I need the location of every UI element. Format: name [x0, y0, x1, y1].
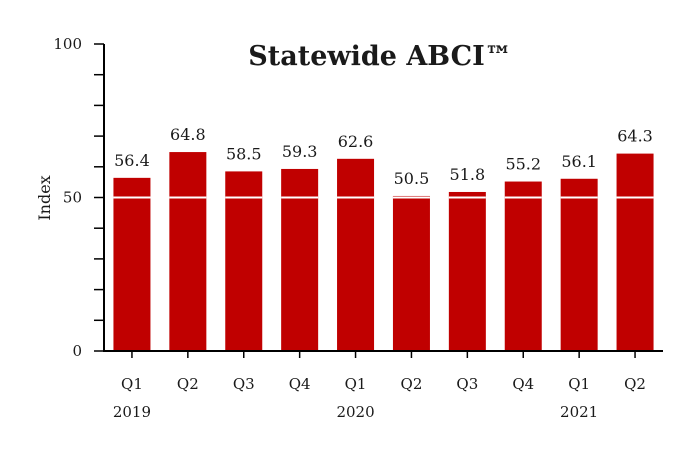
y-tick-label: 100	[53, 35, 82, 53]
bar	[504, 181, 542, 351]
bar	[113, 177, 151, 351]
data-label: 64.8	[170, 125, 206, 144]
x-tick-label: Q1	[121, 375, 143, 393]
bar	[225, 171, 263, 351]
x-tick-label: Q2	[177, 375, 199, 393]
y-tick-label: 0	[72, 342, 82, 360]
y-axis-label: Index	[35, 175, 54, 220]
bar	[281, 168, 319, 351]
x-tick-label: Q3	[233, 375, 255, 393]
data-label: 51.8	[450, 165, 486, 184]
bar	[616, 153, 654, 351]
data-label: 55.2	[505, 155, 541, 174]
x-tick-label: Q1	[568, 375, 590, 393]
data-label: 56.4	[114, 151, 150, 170]
data-label: 62.6	[338, 132, 374, 151]
year-label: 2019	[113, 403, 151, 421]
x-tick-label: Q2	[624, 375, 646, 393]
plot-area: 56.4 64.8 58.5 59.3 62.6 50.5 51.8 55.2 56.1 64.3…	[53, 35, 663, 421]
bar	[169, 152, 207, 351]
x-tick-label: Q4	[289, 375, 311, 393]
data-label: 56.1	[561, 152, 597, 171]
bar	[337, 158, 375, 351]
data-label: 59.3	[282, 142, 318, 161]
chart-title: Statewide ABCI™	[248, 41, 511, 72]
x-tick-label: Q2	[401, 375, 423, 393]
data-label: 64.3	[617, 127, 653, 146]
x-tick-label: Q1	[345, 375, 367, 393]
year-label: 2021	[560, 403, 598, 421]
bar	[560, 178, 598, 351]
year-label: 2020	[336, 403, 374, 421]
data-label: 58.5	[226, 144, 262, 163]
bar	[448, 191, 486, 351]
x-tick-label: Q3	[456, 375, 478, 393]
bar	[392, 195, 430, 351]
data-label: 50.5	[394, 169, 430, 188]
y-tick-label: 50	[63, 189, 82, 207]
x-tick-label: Q4	[512, 375, 534, 393]
